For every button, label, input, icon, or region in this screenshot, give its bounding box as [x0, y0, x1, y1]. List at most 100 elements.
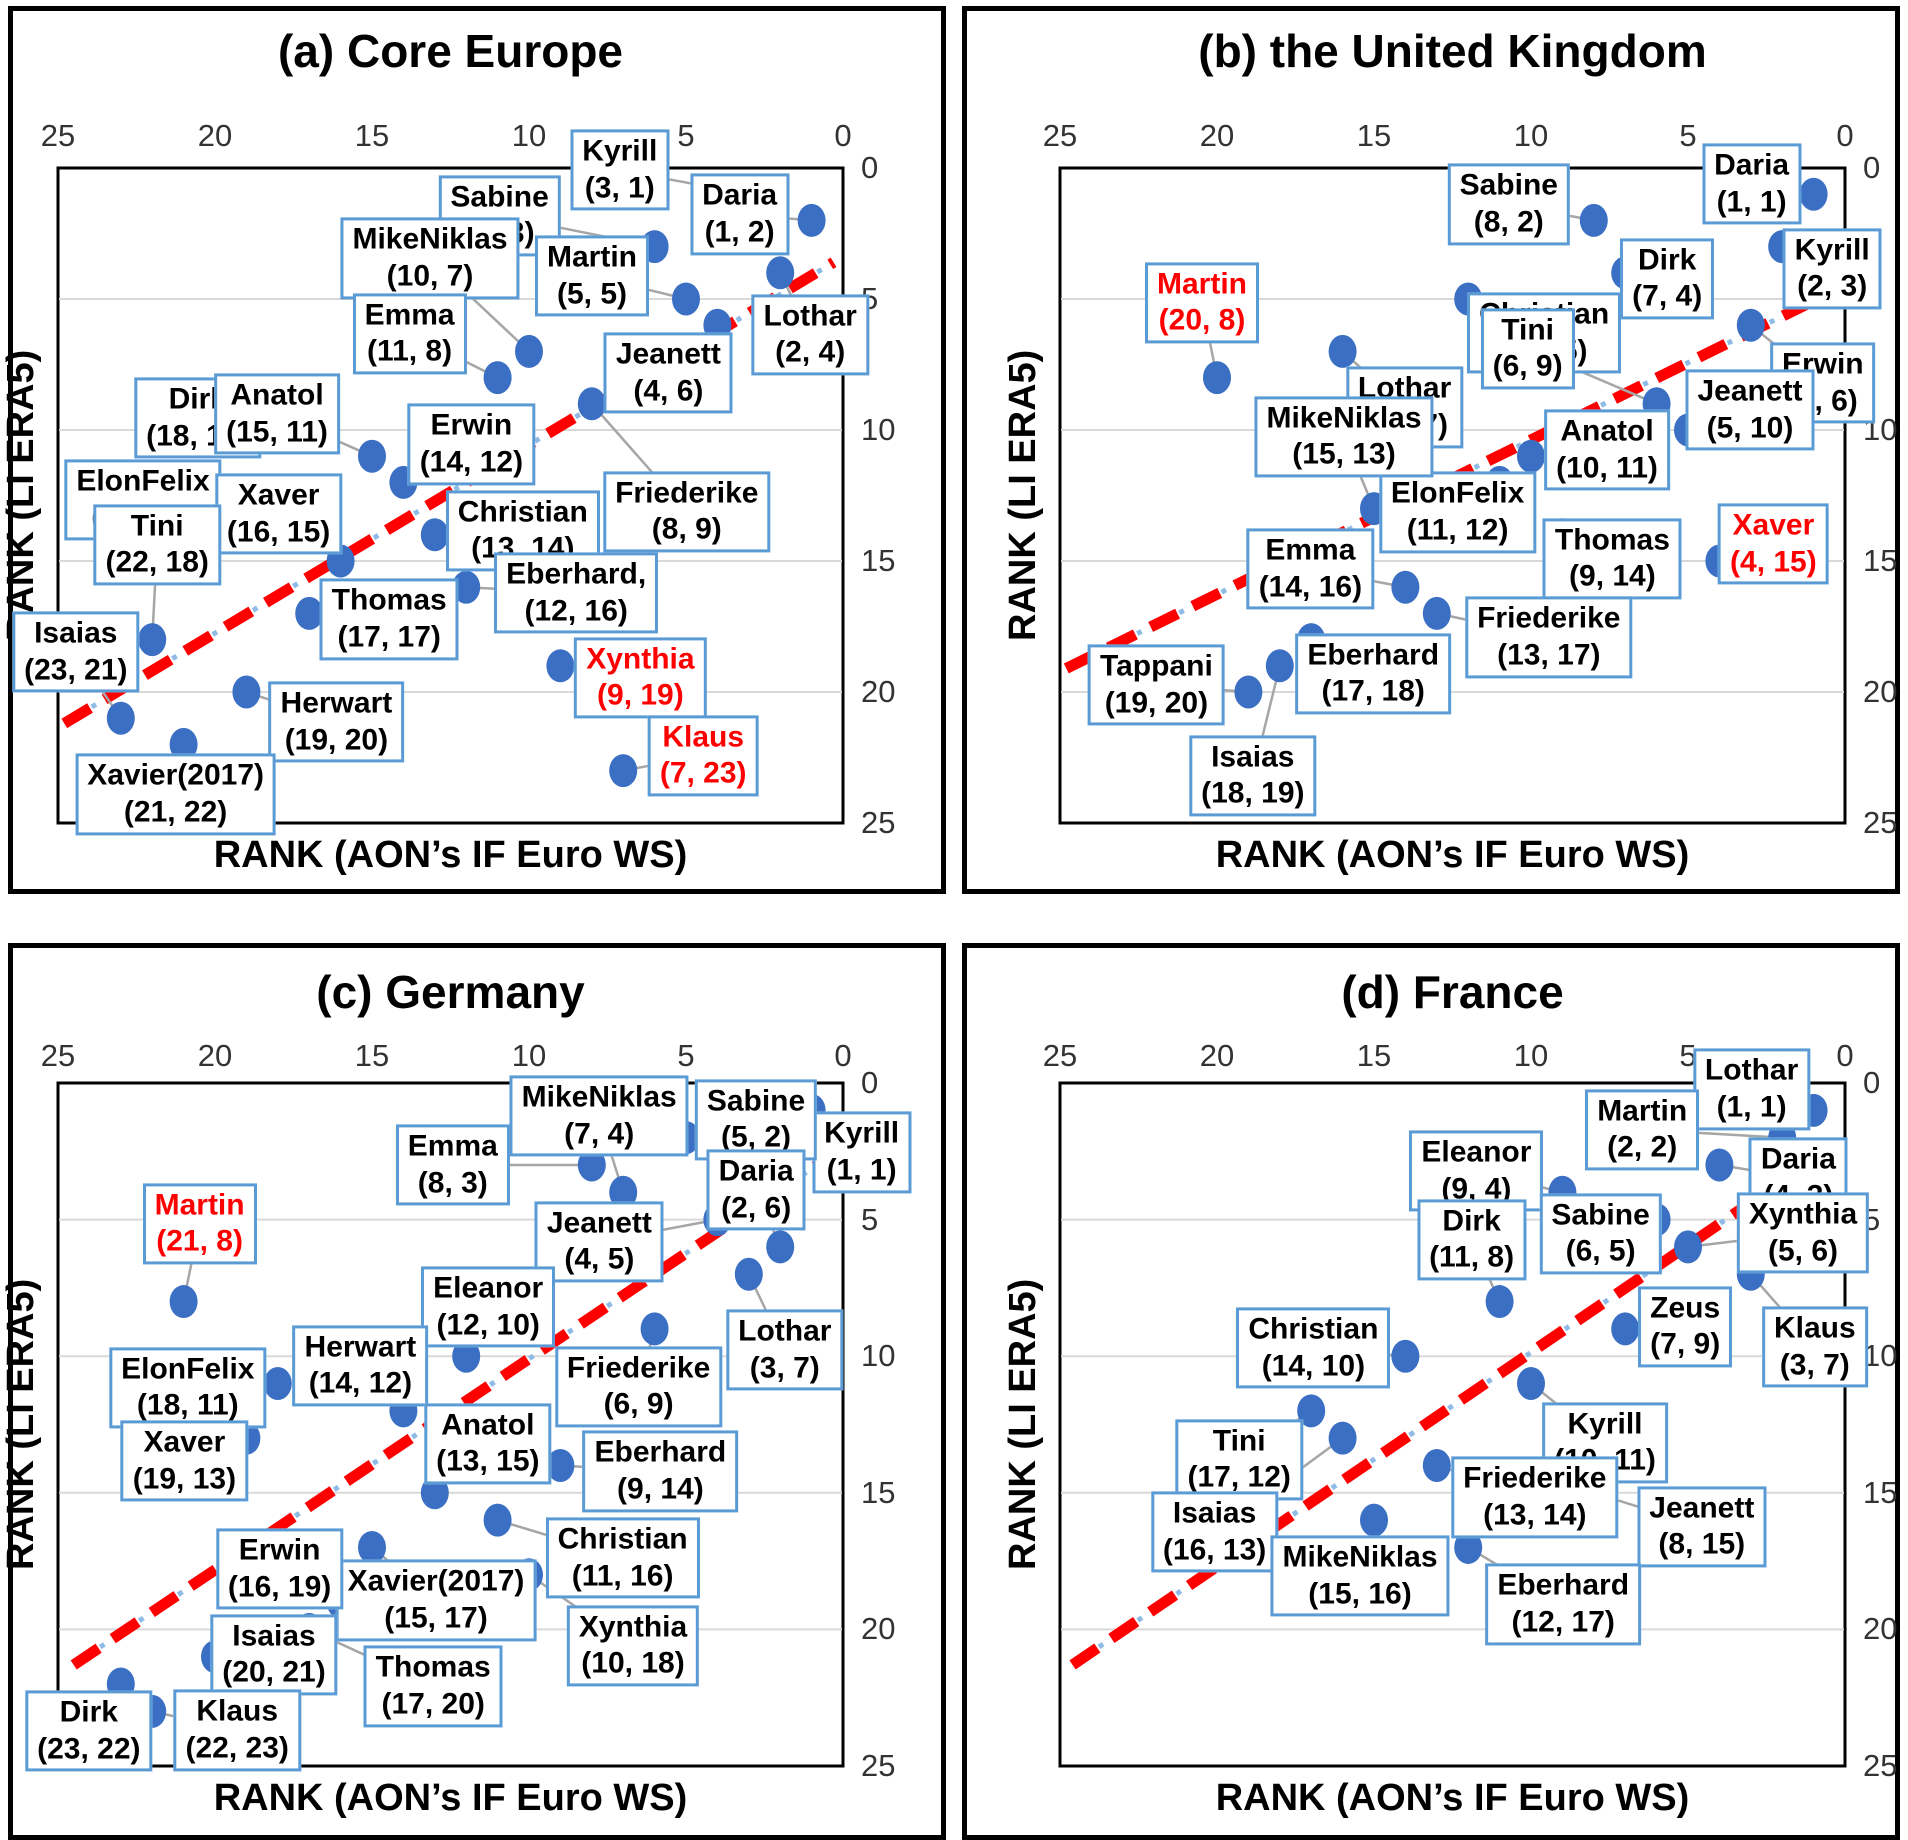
storm-ranks: (11, 8) — [367, 334, 453, 368]
y-axis-tick: 20 — [861, 674, 896, 709]
x-axis-label: RANK (AON’s IF Euro WS) — [213, 834, 688, 876]
storm-ranks: (10, 7) — [386, 259, 474, 293]
label-xaver: Xaver (19, 13) — [120, 1420, 249, 1502]
storm-ranks: (8, 3) — [417, 1165, 488, 1199]
storm-ranks: (18, 11) — [136, 1388, 239, 1422]
storm-ranks: (13, 15) — [436, 1444, 540, 1478]
label-kyrill: Kyrill (1, 1) — [812, 1111, 912, 1193]
storm-ranks: (13, 17) — [1497, 638, 1601, 672]
storm-name: Emma — [1265, 533, 1356, 567]
label-daria: Daria (2, 6) — [706, 1149, 806, 1231]
storm-name: Daria — [718, 1154, 794, 1188]
y-axis-tick: 0 — [1863, 1065, 1881, 1100]
storm-ranks: (19, 13) — [132, 1462, 237, 1496]
storm-ranks: (4, 5) — [564, 1242, 635, 1276]
storm-name: Xynthia — [586, 642, 695, 676]
storm-name: Eleanor — [1421, 1135, 1532, 1169]
storm-name: Xaver — [1732, 508, 1815, 542]
storm-name: Thomas — [1554, 523, 1670, 557]
point-anatol — [358, 439, 386, 473]
label-daria: Daria (1, 2) — [690, 173, 790, 255]
storm-name: Anatol — [441, 1408, 535, 1442]
x-axis-tick: 20 — [1199, 118, 1235, 153]
point-xavier-2017 — [358, 1530, 386, 1564]
storm-ranks: (23, 21) — [24, 653, 128, 687]
label-friederike: Friederike (13, 14) — [1451, 1456, 1619, 1539]
y-axis-tick: 15 — [861, 543, 896, 578]
x-axis-label: RANK (AON’s IF Euro WS) — [213, 1777, 688, 1819]
storm-ranks: (6, 9) — [1492, 349, 1563, 383]
storm-name: Lothar — [738, 1314, 832, 1348]
storm-name: Klaus — [1773, 1311, 1856, 1345]
storm-name: Xynthia — [578, 1610, 688, 1644]
point-mikeniklas — [1360, 1503, 1388, 1537]
point-lothar — [734, 1257, 763, 1291]
label-xaver: Xaver (4, 15) — [1718, 503, 1829, 585]
storm-name: MikeNiklas — [1282, 1540, 1438, 1574]
y-axis-tick: 25 — [1863, 1748, 1898, 1783]
y-axis-tick: 20 — [861, 1611, 896, 1647]
point-xynthia — [546, 649, 575, 683]
point-friederike — [577, 387, 606, 421]
label-lothar: Lothar (3, 7) — [726, 1309, 844, 1391]
storm-ranks: (3, 1) — [584, 171, 655, 205]
label-kyrill: Kyrill (2, 3) — [1782, 228, 1882, 310]
point-emma — [483, 361, 512, 395]
storm-name: Martin — [154, 1187, 245, 1221]
storm-name: Martin — [1157, 267, 1247, 300]
storm-ranks: (1, 1) — [826, 1153, 897, 1187]
x-axis-tick: 5 — [677, 1038, 695, 1073]
storm-ranks: (20, 21) — [222, 1655, 326, 1689]
point-christian — [483, 1503, 512, 1537]
y-axis-tick: 15 — [1863, 1474, 1898, 1510]
storm-ranks: (2, 4) — [775, 335, 846, 369]
panel-core-europe: (a) Core Europe 25 20 15 10 5 0 0 5 10 15 20 25 RANK … — [0, 0, 954, 937]
x-axis-tick: 0 — [1836, 1038, 1854, 1073]
point-eberhard — [452, 570, 481, 604]
storm-ranks: (13, 14) — [1483, 1498, 1587, 1532]
y-axis-label: RANK (LI ERA5) — [1002, 1278, 1044, 1571]
point-daria — [766, 1230, 795, 1264]
storm-name: Christian — [1248, 1312, 1379, 1346]
x-axis-label: RANK (AON’s IF Euro WS) — [1215, 834, 1690, 876]
label-mikeniklas: MikeNiklas (10, 7) — [340, 217, 520, 299]
point-christian — [420, 518, 449, 552]
storm-ranks: (7, 23) — [659, 756, 747, 790]
y-axis-tick: 10 — [861, 1338, 896, 1374]
storm-name: Friederike — [1477, 601, 1621, 635]
storm-ranks: (22, 23) — [185, 1731, 289, 1765]
label-isaias: Isaias (23, 21) — [12, 611, 140, 693]
storm-ranks: (11, 8) — [1429, 1240, 1515, 1274]
storm-ranks: (11, 16) — [571, 1559, 674, 1593]
storm-name: Anatol — [230, 378, 324, 412]
label-xynthia: Xynthia (9, 19) — [574, 637, 707, 719]
storm-name: Jeanett — [546, 1206, 652, 1239]
storm-ranks: (19, 20) — [284, 723, 389, 756]
storm-name: Isaias — [34, 616, 118, 650]
point-xynthia — [1674, 1230, 1702, 1264]
storm-ranks: (7, 9) — [1650, 1327, 1721, 1361]
storm-name: Xavier(2017) — [347, 1564, 525, 1598]
storm-name: Erwin — [238, 1533, 321, 1567]
label-elonfelix: ElonFelix (18, 11) — [109, 1346, 267, 1429]
point-erwin — [1736, 308, 1765, 342]
x-axis-tick: 25 — [1042, 1038, 1078, 1073]
panel-france: (d) France 25 20 15 10 5 0 0 5 10 15 20 25 RANK (AON’… — [954, 937, 1908, 1840]
storm-name: Lothar — [763, 299, 857, 333]
storm-name: MikeNiklas — [1266, 401, 1422, 434]
point-daria — [1705, 1148, 1734, 1182]
x-axis-label: RANK (AON’s IF Euro WS) — [1215, 1777, 1690, 1819]
storm-name: Tini — [130, 509, 184, 542]
storm-name: Emma — [364, 298, 455, 331]
label-elonfelix: ElonFelix (11, 12) — [1378, 471, 1537, 553]
point-christian — [1391, 1339, 1420, 1373]
y-axis-tick: 0 — [861, 150, 879, 185]
storm-ranks: (19, 20) — [1104, 686, 1209, 719]
label-isaias: Isaias (20, 21) — [210, 1614, 338, 1696]
point-martin — [672, 282, 700, 316]
point-daria — [1799, 177, 1828, 211]
storm-ranks: (1, 1) — [1716, 1090, 1787, 1124]
x-axis-tick: 5 — [1679, 118, 1697, 153]
storm-ranks: (17, 20) — [381, 1687, 485, 1721]
storm-name: Eberhard — [1307, 638, 1440, 671]
